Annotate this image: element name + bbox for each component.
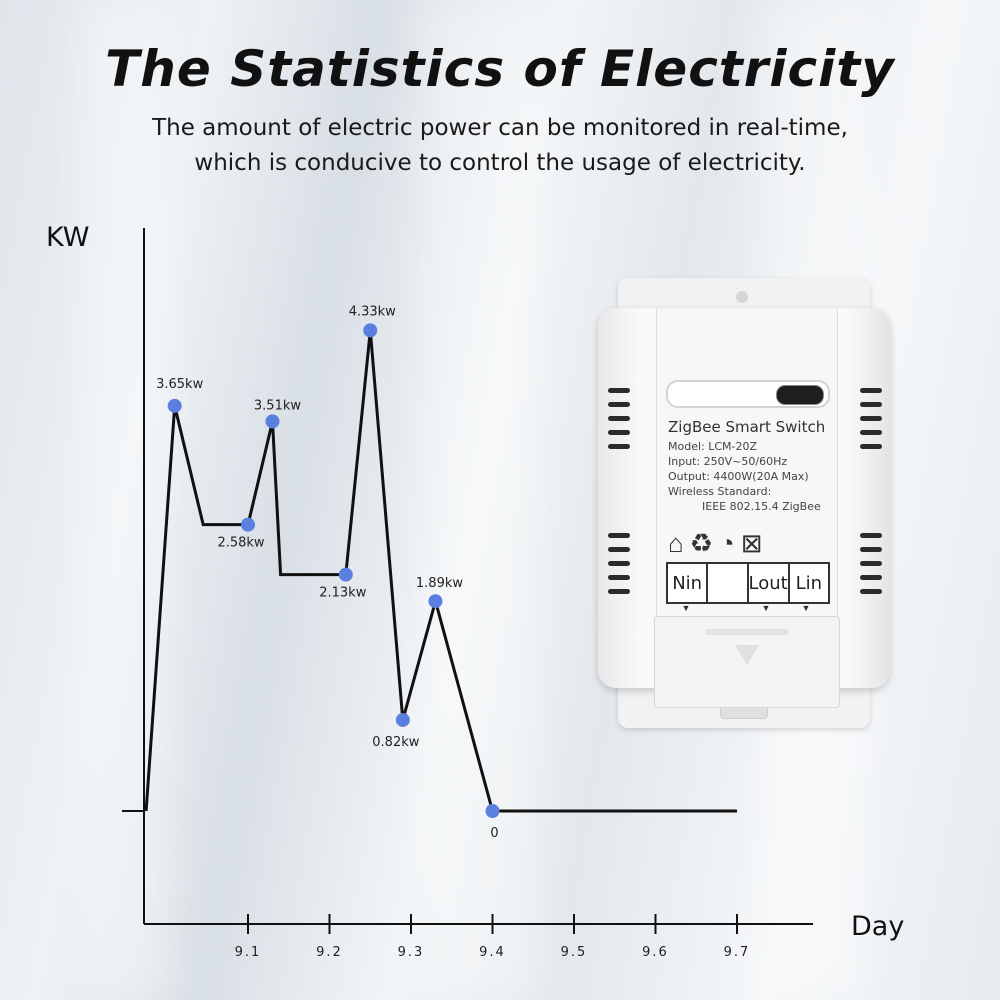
series-line — [144, 330, 737, 813]
cover-grip — [705, 629, 789, 635]
data-point — [395, 712, 410, 727]
background-streak — [420, 0, 540, 1000]
data-point — [265, 414, 280, 429]
device-input: Input: 250V~50/60Hz — [668, 455, 788, 468]
mount-hole — [736, 291, 748, 303]
home-icon: ⌂ — [668, 528, 684, 558]
data-label: 0 — [490, 826, 498, 841]
weee-bin-icon: ⊠ — [740, 528, 763, 558]
data-label: 1.89kw — [416, 576, 463, 591]
device-model: Model: LCM-20Z — [668, 440, 758, 453]
x-tick-label: 9.3 — [398, 945, 425, 960]
terminal-blank — [708, 564, 749, 602]
data-label: 4.33kw — [349, 304, 396, 319]
device-output: Output: 4400W(20A Max) — [668, 470, 809, 483]
terminal-lout: Lout — [749, 564, 790, 602]
recycle-icon: ♻ — [689, 528, 714, 558]
background-streak — [80, 0, 170, 1000]
vents-left-lower — [608, 533, 630, 603]
data-point — [241, 517, 255, 532]
device-name: ZigBee Smart Switch — [668, 418, 826, 436]
terminal-block: Nin Lout Lin — [666, 562, 830, 604]
x-tick-label: 9.7 — [724, 945, 751, 960]
terminal-lin: Lin — [795, 572, 823, 594]
data-point — [167, 398, 182, 413]
x-tick-label: 9.2 — [316, 945, 343, 960]
data-point — [363, 323, 378, 338]
data-label: 2.58kw — [217, 536, 264, 551]
device-standard: IEEE 802.15.4 ZigBee — [702, 500, 821, 513]
x-tick-label: 9.1 — [235, 945, 262, 960]
cover-arrow-icon — [735, 645, 759, 665]
terminal-cover — [654, 616, 840, 708]
subtitle-line-2: which is conducive to control the usage … — [194, 150, 806, 176]
vents-left — [608, 388, 630, 458]
x-tick-label: 9.4 — [479, 945, 506, 960]
x-tick-label: 9.5 — [561, 945, 588, 960]
vents-right — [860, 388, 882, 458]
data-label: 3.51kw — [254, 398, 301, 413]
zigbee-smart-switch-device: ZigBee Smart Switch Model: LCM-20Z Input… — [598, 278, 890, 728]
terminal-arrows: ▼ ▼ ▼ — [681, 603, 811, 613]
data-label: 3.65kw — [156, 377, 203, 392]
data-point — [428, 594, 443, 609]
certification-icons: ⌂ ♻ ◔ ⊠ — [668, 528, 763, 559]
data-point — [338, 567, 353, 582]
x-tick-label: 9.6 — [642, 945, 669, 960]
terminal-nin: Nin — [668, 564, 709, 602]
device-wireless: Wireless Standard: — [668, 485, 772, 498]
data-label: 0.82kw — [372, 735, 419, 750]
subtitle-line-1: The amount of electric power can be moni… — [152, 115, 848, 141]
switch-knob — [776, 385, 824, 405]
page-title: The Statistics of Electricity — [105, 40, 895, 98]
data-label: 2.13kw — [319, 586, 366, 601]
data-point — [485, 804, 500, 818]
green-dot-icon: ◔ — [719, 528, 735, 558]
x-axis-label: Day — [851, 911, 904, 942]
vents-right-lower — [860, 533, 882, 603]
device-toggle-switch — [666, 380, 830, 408]
y-axis-label: KW — [46, 222, 89, 253]
